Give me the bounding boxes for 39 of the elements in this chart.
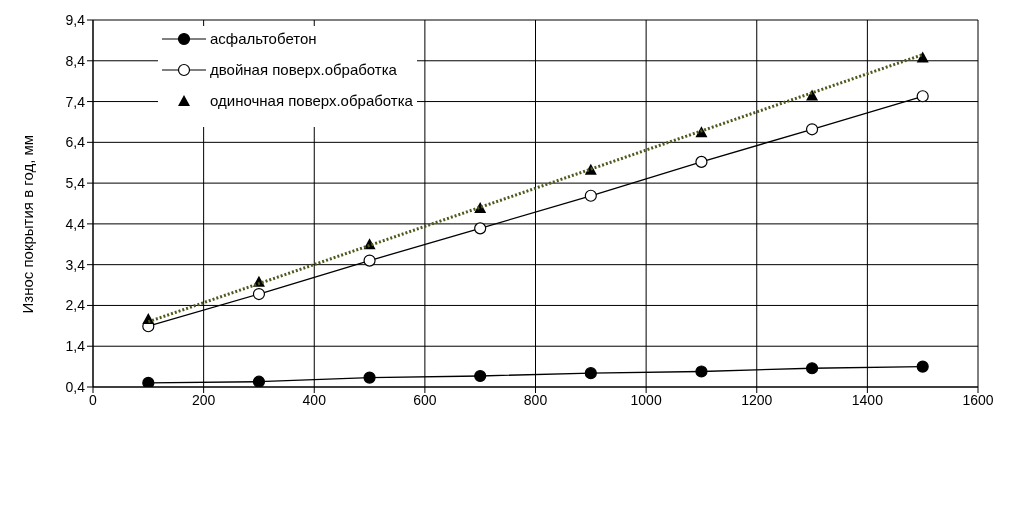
point: [916, 90, 929, 103]
y-axis-title: Износ покрытия в год, мм: [19, 134, 37, 314]
x-tick-label: 0: [89, 391, 98, 408]
y-tick-label: 4,4: [65, 215, 86, 232]
y-tick-label: 3,4: [65, 256, 86, 273]
y-tick-label: 5,4: [65, 175, 86, 192]
x-tick-label: 1200: [741, 391, 773, 408]
x-tick-label: 800: [523, 391, 548, 408]
x-tick-label: 1400: [851, 391, 884, 408]
point: [695, 155, 708, 169]
x-tick-label: 200: [191, 391, 216, 408]
x-tick-label: 600: [413, 391, 437, 408]
point: [363, 254, 376, 267]
point: [916, 360, 929, 373]
y-tick-label: 6,4: [65, 134, 86, 151]
point: [252, 375, 266, 387]
y-tick-label: 7,4: [65, 93, 86, 110]
y-tick-label: 2,4: [65, 297, 86, 314]
point: [584, 189, 597, 202]
point: [252, 287, 266, 301]
y-tick-label: 1,4: [65, 338, 86, 355]
point: [142, 376, 155, 387]
point: [916, 51, 929, 63]
y-tick-label: 0,4: [65, 378, 86, 395]
point: [363, 371, 376, 384]
legend-label: асфальтобетон: [210, 30, 317, 47]
x-tick-label: 1600: [962, 391, 994, 408]
y-tick-label: 9,4: [65, 11, 86, 28]
x-tick-label: 400: [302, 391, 327, 408]
x-tick-label: 1000: [630, 391, 662, 408]
point: [584, 367, 597, 380]
point: [805, 123, 819, 136]
point: [474, 369, 487, 383]
point: [805, 362, 819, 375]
point: [695, 365, 708, 378]
legend-label: двойная поверх.обработка: [210, 61, 397, 78]
legend-label: одиночная поверх.обработка: [210, 92, 413, 109]
y-tick-label: 8,4: [65, 52, 86, 69]
point: [474, 222, 487, 235]
